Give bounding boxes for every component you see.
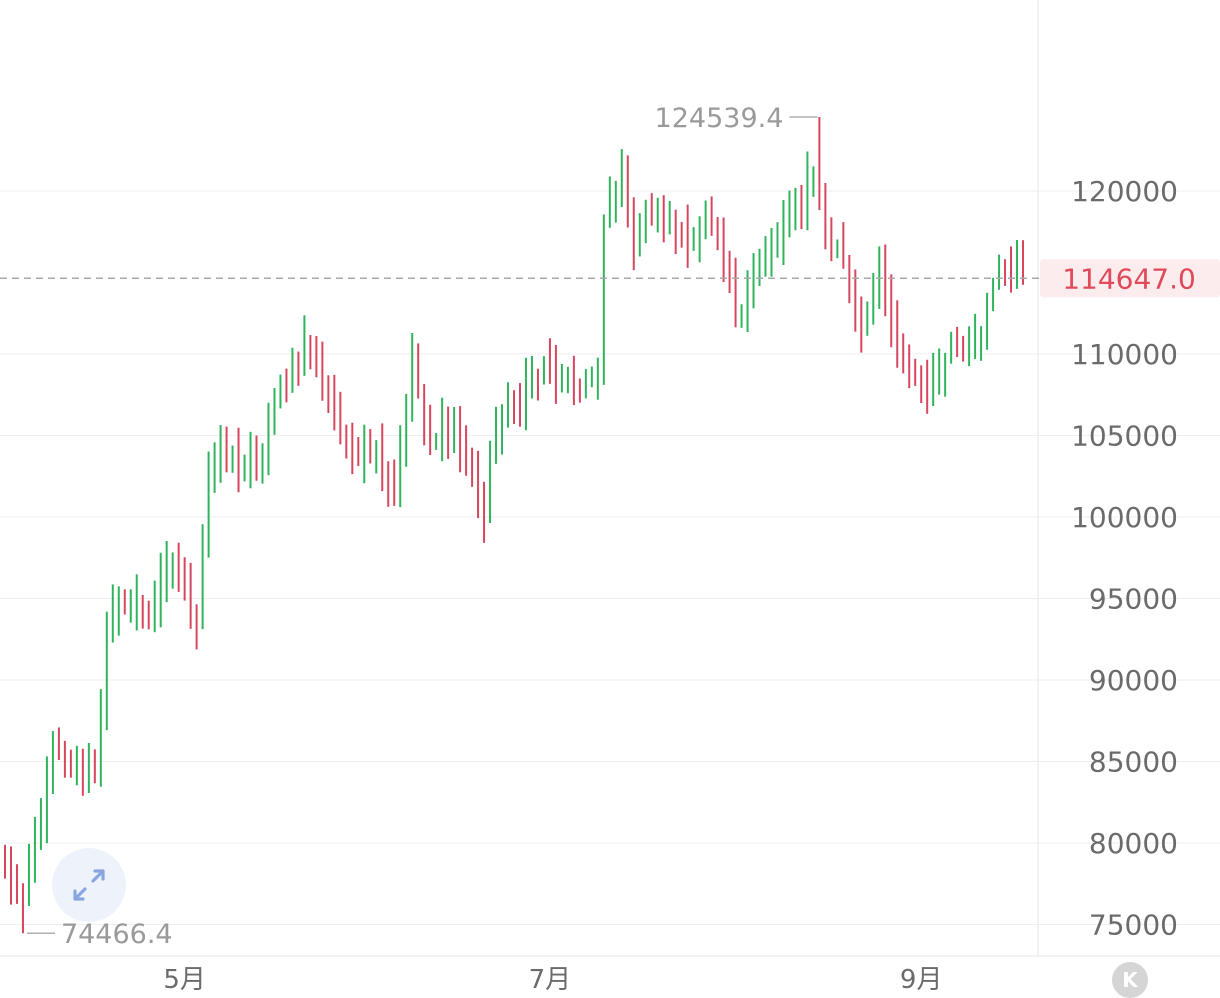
- x-tick-label: 7月: [529, 965, 572, 991]
- x-tick-label: 9月: [900, 965, 943, 991]
- y-tick-label: 105000: [1071, 420, 1178, 453]
- expand-chart-button[interactable]: [52, 848, 126, 922]
- y-tick-label: 85000: [1089, 746, 1178, 779]
- y-tick-label: 120000: [1071, 175, 1178, 208]
- y-tick-label: 80000: [1089, 827, 1178, 860]
- y-tick-label: 95000: [1089, 583, 1178, 616]
- y-tick-label: 100000: [1071, 501, 1178, 534]
- x-tick-label: 5月: [163, 965, 206, 991]
- kline-badge[interactable]: K: [1112, 962, 1148, 998]
- low-annotation-label: 74466.4: [61, 919, 173, 950]
- y-tick-label: 110000: [1071, 338, 1178, 371]
- current-price-label: 114647.0: [1062, 262, 1196, 295]
- y-tick-label: 75000: [1089, 909, 1178, 942]
- y-tick-label: 90000: [1089, 664, 1178, 697]
- high-annotation-label: 124539.4: [655, 103, 784, 134]
- expand-arrows-icon: [73, 869, 105, 901]
- current-price-tag: [1040, 259, 1220, 298]
